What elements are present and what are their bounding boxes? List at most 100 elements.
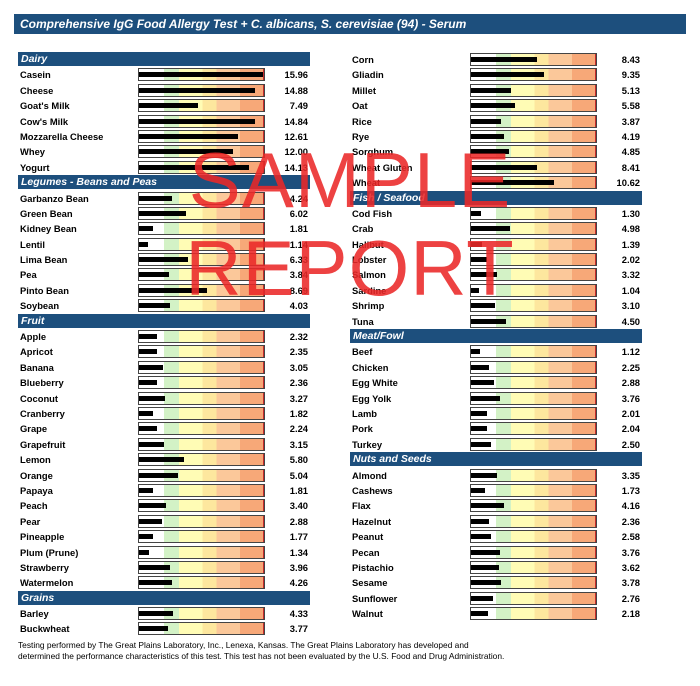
result-row-lobster: Lobster 2.02 [350, 252, 642, 267]
result-row-sesame: Sesame 3.78 [350, 575, 642, 590]
page-title: Comprehensive IgG Food Allergy Test + C.… [14, 14, 686, 34]
food-name: Watermelon [20, 577, 74, 589]
result-bar-track [470, 145, 597, 159]
result-bar-track [138, 406, 265, 420]
result-value: 4.26 [289, 577, 308, 589]
food-name: Blueberry [20, 377, 64, 389]
result-bar-fill [471, 118, 502, 124]
result-bar-fill [471, 426, 487, 432]
result-value: 4.50 [621, 315, 640, 327]
result-row-papaya: Papaya 1.81 [18, 483, 310, 498]
result-value: 2.88 [289, 515, 308, 527]
result-value: 3.15 [289, 438, 308, 450]
result-bar-track [138, 622, 265, 636]
result-value: 3.96 [289, 561, 308, 573]
result-row-peanut: Peanut 2.58 [350, 529, 642, 544]
result-bar-fill [139, 380, 158, 386]
result-bar-fill [471, 164, 537, 170]
result-bar-fill [139, 564, 170, 570]
result-bar-track [470, 514, 597, 528]
left-results-column: Dairy Casein 15.96 Cheese 14.88 Goat's Milk 7.… [18, 52, 310, 637]
food-name: Coconut [20, 392, 59, 404]
result-bar-track [470, 53, 597, 66]
result-bar-track [138, 499, 265, 513]
result-row-green-bean: Green Bean 6.02 [18, 206, 310, 221]
result-value: 14.84 [284, 115, 308, 127]
footer-line-2: determined the performance characteristi… [18, 651, 505, 661]
food-name: Pea [20, 269, 37, 281]
result-row-grapefruit: Grapefruit 3.15 [18, 437, 310, 452]
result-bar-track [138, 237, 265, 251]
food-name: Strawberry [20, 561, 69, 573]
result-bar-fill [471, 257, 487, 263]
food-name: Cod Fish [352, 207, 393, 219]
result-row-pineapple: Pineapple 1.77 [18, 529, 310, 544]
result-value: 14.13 [284, 161, 308, 173]
result-bar-fill [139, 226, 154, 232]
result-bar-fill [471, 133, 504, 139]
result-bar-track [138, 83, 265, 97]
result-bar-track [138, 129, 265, 143]
food-name: Sardine [352, 284, 387, 296]
result-bar-track [470, 483, 597, 497]
result-bar-fill [471, 364, 489, 370]
result-row-barley: Barley 4.33 [18, 606, 310, 621]
result-value: 4.24 [289, 192, 308, 204]
result-value: 10.62 [616, 177, 640, 189]
result-bar-fill [471, 549, 501, 555]
result-row-yogurt: Yogurt 14.13 [18, 160, 310, 175]
result-bar-fill [471, 149, 509, 155]
food-name: Pistachio [352, 561, 394, 573]
result-row-hazelnut: Hazelnut 2.36 [350, 514, 642, 529]
result-row-chicken: Chicken 2.25 [350, 360, 642, 375]
result-row-egg-yolk: Egg Yolk 3.76 [350, 391, 642, 406]
result-bar-fill [471, 87, 512, 93]
result-bar-track [138, 422, 265, 436]
result-row-almond: Almond 3.35 [350, 468, 642, 483]
result-bar-fill [471, 103, 515, 109]
result-bar-track [470, 591, 597, 605]
result-value: 5.58 [621, 100, 640, 112]
result-value: 1.77 [289, 531, 308, 543]
result-bar-fill [139, 441, 164, 447]
result-value: 3.76 [621, 546, 640, 558]
result-bar-track [470, 83, 597, 97]
food-name: Whey [20, 146, 46, 158]
result-value: 2.36 [289, 377, 308, 389]
result-value: 2.01 [621, 407, 640, 419]
result-row-rye: Rye 4.19 [350, 129, 642, 144]
result-value: 2.04 [621, 423, 640, 435]
food-name: Casein [20, 69, 51, 81]
result-bar-track [138, 376, 265, 390]
result-bar-fill [471, 518, 490, 524]
food-name: Orange [20, 469, 53, 481]
food-name: Lima Bean [20, 254, 68, 266]
result-value: 3.32 [621, 269, 640, 281]
result-value: 1.04 [621, 284, 640, 296]
food-name: Salmon [352, 269, 386, 281]
result-bar-fill [139, 611, 173, 617]
footer-line-1: Testing performed by The Great Plains La… [18, 640, 469, 650]
result-bar-fill [471, 503, 504, 509]
result-bar-track [138, 530, 265, 544]
result-row-egg-white: Egg White 2.88 [350, 375, 642, 390]
result-row-beef: Beef 1.12 [350, 344, 642, 359]
result-bar-fill [139, 395, 165, 401]
food-name: Apricot [20, 346, 53, 358]
result-value: 1.30 [621, 207, 640, 219]
result-bar-track [138, 437, 265, 451]
result-value: 1.73 [621, 484, 640, 496]
food-name: Plum (Prune) [20, 546, 79, 558]
result-row-walnut: Walnut 2.18 [350, 606, 642, 621]
result-bar-fill [471, 303, 496, 309]
result-row-cranberry: Cranberry 1.82 [18, 406, 310, 421]
result-bar-track [138, 545, 265, 559]
result-value: 5.04 [289, 469, 308, 481]
food-name: Beef [352, 346, 373, 358]
result-bar-fill [139, 287, 207, 293]
result-row-sardine: Sardine 1.04 [350, 283, 642, 298]
result-bar-fill [139, 534, 153, 540]
result-bar-track [470, 314, 597, 328]
result-bar-track [138, 268, 265, 282]
result-bar-track [470, 268, 597, 282]
